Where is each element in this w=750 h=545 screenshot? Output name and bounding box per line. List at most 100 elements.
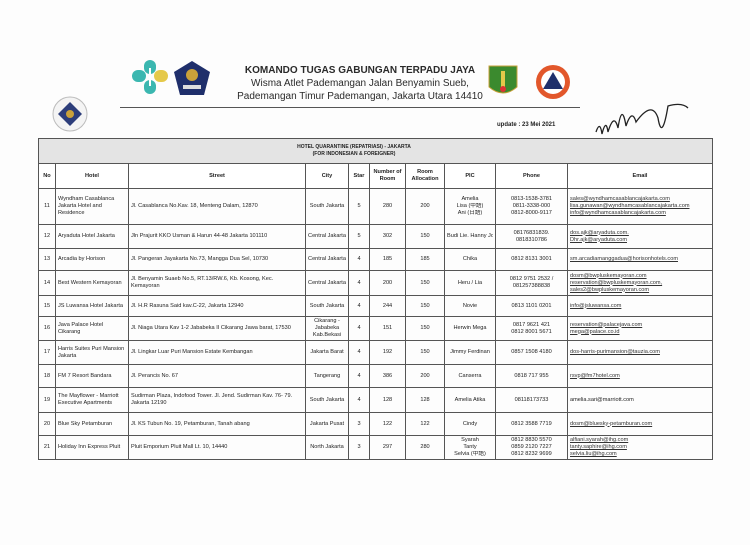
pic: Budi Lie. Hanny Joe xyxy=(444,224,496,249)
pic: Heru / Lia xyxy=(444,270,496,296)
pic: Herwin Mega xyxy=(444,316,496,341)
email-link[interactable]: sales@wyndhamcasablancajakarta.com xyxy=(570,196,670,202)
table-row: 21 Holiday Inn Express Pluit Pluit Emporiu… xyxy=(38,435,714,460)
number-of-rooms: 244 xyxy=(369,295,406,317)
phone-line: 0817 9621 421 xyxy=(512,321,551,328)
hotel-name: Wyndham Casablanca Jakarta Hotel and Res… xyxy=(55,188,129,225)
phone-line: 0812 3588 7719 xyxy=(511,420,552,427)
row-number: 17 xyxy=(38,340,56,365)
email: dos.ajk@aryaduta.com. Dhr.ajk@aryaduta.co… xyxy=(566,224,714,249)
city: South Jakarta xyxy=(305,188,349,225)
city: Central Jakarta xyxy=(305,248,349,271)
room-allocation: 150 xyxy=(405,224,445,249)
pic-line: Ani (日語) xyxy=(457,210,483,216)
table-row: 14 Best Western Kemayoran Jl. Benyamin Sua… xyxy=(38,270,714,296)
phone-line: 0811-3338-000 xyxy=(512,203,551,209)
number-of-rooms: 128 xyxy=(369,387,406,413)
street-address: Jln Prajurit KKO Usman & Harun 44-48 Jak… xyxy=(128,224,306,249)
email-link[interactable]: tanty.saphire@ihg.com xyxy=(570,444,627,450)
email-link[interactable]: dos.ajk@aryaduta.com. xyxy=(570,229,629,236)
column-header: Star xyxy=(348,163,370,189)
email-link[interactable]: info@wyndhamcasablancajakarta.com xyxy=(570,210,666,216)
pic-line: Selvia (中語) xyxy=(454,451,486,457)
signature xyxy=(595,103,689,135)
email-link[interactable]: sales2@bwpluskemayoran.com xyxy=(570,286,650,293)
email: rsvp@fm7hotel.com xyxy=(566,364,714,388)
email-link[interactable]: lisa.gunawan@wyndhamcasablancajakarta.co… xyxy=(570,203,690,209)
table-row: 16 Java Palace Hotel Cikarang Jl. Niaga Ut… xyxy=(38,316,714,341)
pic-line: Herwin Mega xyxy=(453,325,487,331)
email-link[interactable]: rsvp@fm7hotel.com xyxy=(570,372,620,379)
number-of-rooms: 280 xyxy=(369,188,406,225)
room-allocation: 150 xyxy=(405,316,445,341)
column-header: No xyxy=(38,163,56,189)
star-rating: 4 xyxy=(348,340,370,365)
pic: Novie xyxy=(444,295,496,317)
city: Jakarta Barat xyxy=(305,340,349,365)
row-number: 16 xyxy=(38,316,56,341)
address-line-2: Pademangan Timur Pademangan, Jakarta Uta… xyxy=(237,91,483,102)
street-address: Jl. Casablanca No.Kav. 18, Menteng Dalam… xyxy=(128,188,306,225)
email: alfiani.syarah@ihg.com tanty.saphire@ihg.… xyxy=(566,435,714,460)
number-of-rooms: 151 xyxy=(369,316,406,341)
table-row: 17 Harris Suites Puri Mansion Jakarta Jl. … xyxy=(38,340,714,365)
email-link[interactable]: info@jsluwansa.com xyxy=(570,302,622,309)
email-link[interactable]: reservation@bwpluskemayoran.com, xyxy=(570,279,663,286)
pic-line: Novie xyxy=(462,302,478,309)
hotel-name: Aryaduta Hotel Jakarta xyxy=(55,224,129,249)
phone-line: 08118173733 xyxy=(514,396,549,403)
room-allocation: 128 xyxy=(405,387,445,413)
email-link[interactable]: amelia.sari@marriott.com xyxy=(570,396,634,403)
row-number: 18 xyxy=(38,364,56,388)
pic-line: Lisa (中語) xyxy=(456,203,484,209)
number-of-rooms: 302 xyxy=(369,224,406,249)
star-rating: 4 xyxy=(348,364,370,388)
dki-jakarta-logo xyxy=(488,65,518,94)
email: sm.arcadiamanggadua@horisonhotels.com xyxy=(566,248,714,271)
email: reservation@palacejava.com mega@palace.co… xyxy=(566,316,714,341)
hotel-name: Arcadia by Horison xyxy=(55,248,129,271)
email-link[interactable]: sm.arcadiamanggadua@horisonhotels.com xyxy=(570,256,678,262)
phone-line: 0818 717 955 xyxy=(514,372,549,379)
hotel-name: The Mayflower - Marriott Executive Apart… xyxy=(55,387,129,413)
hotel-name: Holiday Inn Express Pluit xyxy=(55,435,129,460)
street-address: Jl. Benyamin Suaeb No.5, RT.13/RW.6, Kb.… xyxy=(128,270,306,296)
row-number: 19 xyxy=(38,387,56,413)
phone-line: 0812 8001 5671 xyxy=(511,328,552,335)
number-of-rooms: 386 xyxy=(369,364,406,388)
number-of-rooms: 185 xyxy=(369,248,406,271)
table-title: HOTEL QUARANTINE (REPATRIASI) - JAKARTA xyxy=(297,144,411,150)
bnpb-logo xyxy=(536,65,570,99)
row-number: 11 xyxy=(38,188,56,225)
star-rating: 4 xyxy=(348,387,370,413)
email-link[interactable]: selvia.liu@ihg.com xyxy=(570,451,617,457)
email-link[interactable]: alfiani.syarah@ihg.com xyxy=(570,437,629,443)
email-link[interactable]: reservation@palacejava.com xyxy=(570,321,643,328)
pic: Chika xyxy=(444,248,496,271)
pic: Jimmy Ferdinan xyxy=(444,340,496,365)
email-link[interactable]: Dhr.ajk@aryaduta.com xyxy=(570,236,627,243)
table-subtitle: (FOR INDONESIAN & FOREIGNER) xyxy=(312,151,396,157)
pic-line: Amelia xyxy=(461,196,479,202)
phone-line: 0812 9751 2532 / xyxy=(509,276,554,282)
row-number: 13 xyxy=(38,248,56,271)
street-address: Jl. Lingkar Luar Puri Mansion Estate Kem… xyxy=(128,340,306,365)
city: Central Jakarta xyxy=(305,270,349,296)
email-link[interactable]: dos-harris-purimansion@tauzia.com xyxy=(570,349,660,355)
pic-line: Tanty xyxy=(463,444,477,450)
phone-line: 0812 8131 3001 xyxy=(511,256,552,262)
email-link[interactable]: dosm@bluesky-petamburan.com xyxy=(570,420,653,427)
table-header-row: No Hotel Street City Star Number of Room Room … xyxy=(38,163,714,189)
city: South Jakarta xyxy=(305,295,349,317)
satgas-covid-logo xyxy=(174,61,210,95)
city: South Jakarta xyxy=(305,387,349,413)
room-allocation: 200 xyxy=(405,188,445,225)
street-address: Jl. KS Tubun No. 19, Petamburan, Tanah a… xyxy=(128,412,306,436)
room-allocation: 150 xyxy=(405,295,445,317)
column-header: Email xyxy=(566,163,714,189)
email-link[interactable]: dosm@bwpluskemayoran.com xyxy=(570,272,647,279)
column-header: PIC xyxy=(444,163,496,189)
table-row: 12 Aryaduta Hotel Jakarta Jln Prajurit KKO… xyxy=(38,224,714,249)
star-rating: 4 xyxy=(348,248,370,271)
email-link[interactable]: mega@palace.co.id xyxy=(570,328,620,335)
